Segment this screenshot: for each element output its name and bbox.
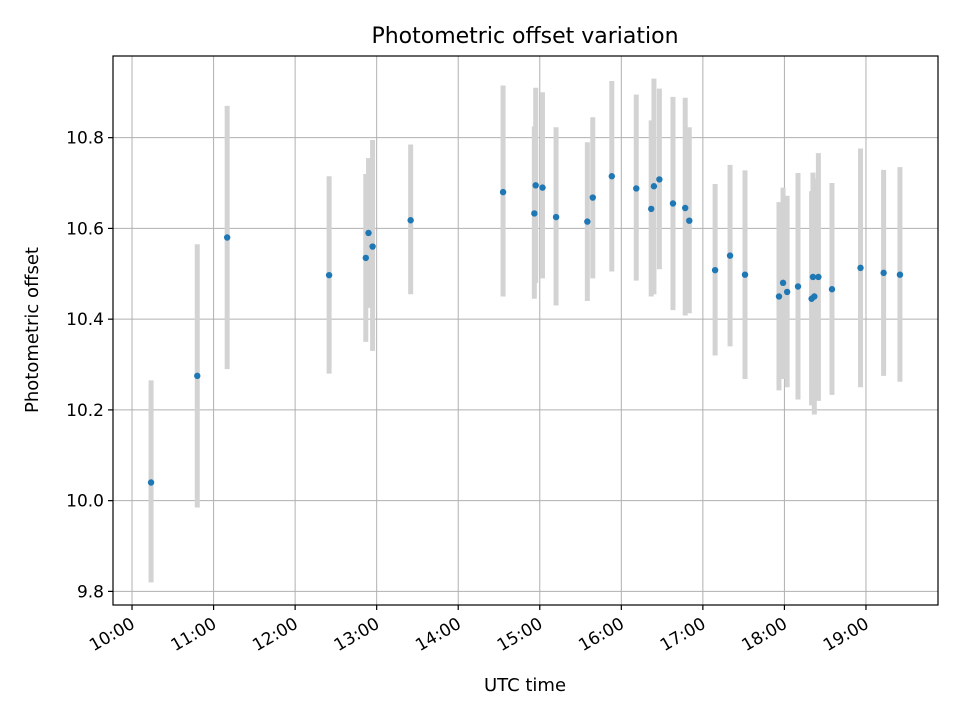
data-point: [880, 269, 887, 277]
data-point: [686, 217, 693, 224]
data-points: [147, 173, 904, 486]
data-point: [589, 194, 596, 201]
data-point: [794, 283, 802, 290]
y-tick-label: 10.2: [66, 401, 104, 421]
data-point: [650, 183, 658, 190]
y-tick-label: 10.6: [66, 219, 104, 239]
data-point: [147, 479, 155, 486]
grid: [113, 56, 938, 605]
y-tick-label: 10.8: [66, 129, 104, 149]
data-point: [815, 273, 822, 281]
data-point: [584, 218, 591, 225]
data-point: [779, 279, 787, 287]
data-point: [362, 254, 370, 262]
y-tick-label: 10.0: [66, 492, 104, 512]
data-point: [499, 188, 507, 196]
data-point: [669, 200, 677, 207]
chart-title: Photometric offset variation: [371, 24, 678, 49]
data-point: [711, 266, 719, 274]
data-point: [809, 273, 817, 281]
data-point: [648, 205, 655, 213]
data-point: [369, 243, 376, 250]
data-point: [681, 204, 689, 212]
data-point: [726, 252, 734, 259]
data-point: [552, 213, 560, 221]
data-point: [896, 271, 904, 278]
data-point: [223, 234, 231, 241]
data-point: [633, 185, 640, 192]
data-point: [828, 286, 836, 293]
data-point: [539, 184, 546, 191]
data-point: [407, 217, 414, 224]
data-point: [741, 271, 749, 278]
plot-frame: [112, 55, 939, 606]
data-point: [857, 264, 864, 272]
data-point: [365, 229, 372, 237]
y-axis-label: Photometric offset: [22, 247, 43, 413]
y-tick-label: 10.4: [66, 310, 104, 330]
data-point: [194, 372, 201, 380]
data-point: [656, 176, 663, 183]
data-point: [811, 293, 818, 300]
data-point: [531, 210, 538, 217]
y-tick-label: 9.8: [77, 582, 104, 602]
x-axis-label: UTC time: [484, 675, 566, 696]
data-point: [775, 293, 783, 300]
data-point: [608, 173, 616, 180]
data-point: [532, 182, 539, 189]
data-point: [783, 288, 791, 296]
data-point: [325, 271, 333, 279]
